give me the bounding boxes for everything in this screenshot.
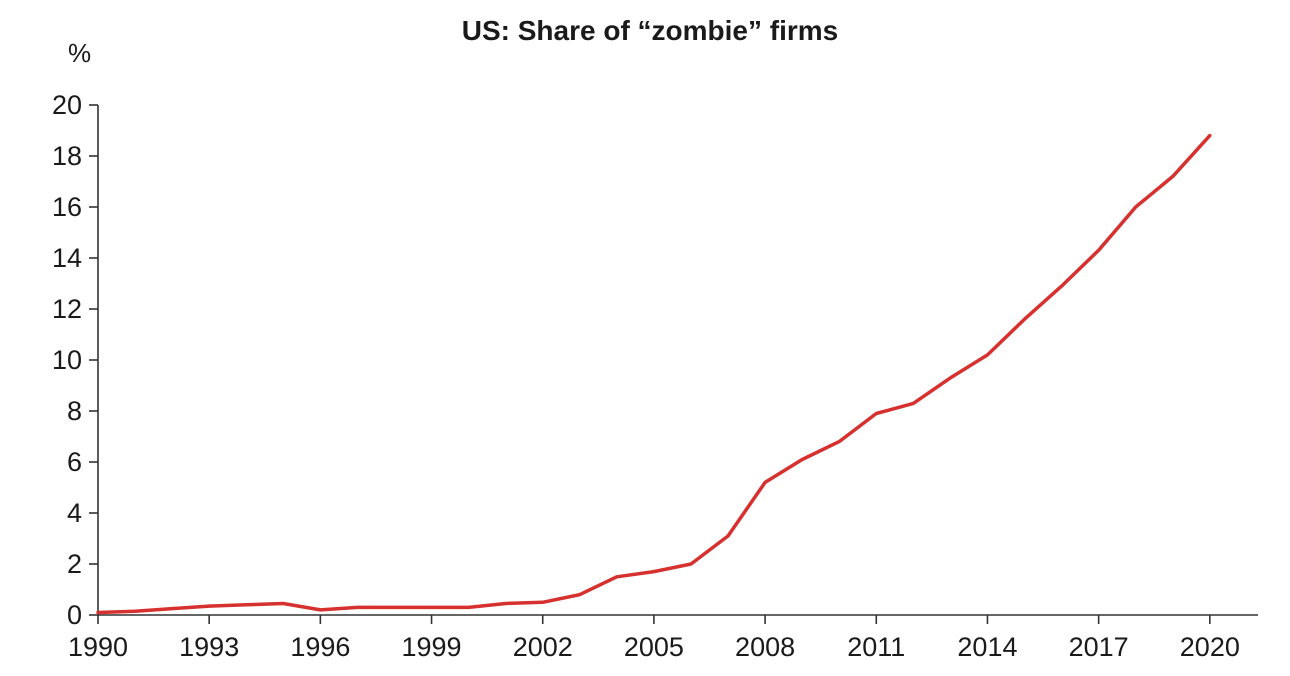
axes: 0 2 4 6 8 10 12 14 16 18 20 1990 1993 1996 1999 2002 200… — [52, 90, 1258, 662]
y-tick-label: 6 — [67, 447, 82, 477]
y-tick-label: 12 — [52, 294, 82, 324]
y-tick-label: 8 — [67, 396, 82, 426]
x-tick-label: 1999 — [402, 632, 462, 662]
series-line — [96, 133, 1212, 615]
y-tick-label: 2 — [67, 549, 82, 579]
x-tick-label: 1990 — [68, 632, 128, 662]
series-layer — [96, 133, 1212, 615]
y-axis-unit-label: % — [68, 38, 91, 68]
y-tick-label: 14 — [52, 243, 82, 273]
x-tick-label: 2002 — [513, 632, 573, 662]
x-tick-label: 1996 — [290, 632, 350, 662]
x-tick-label: 2017 — [1069, 632, 1129, 662]
x-tick-label: 2011 — [847, 632, 905, 662]
y-tick-label: 10 — [52, 345, 82, 375]
y-tick-label: 16 — [52, 192, 82, 222]
x-tick-label: 1993 — [179, 632, 239, 662]
x-tick-label: 2014 — [957, 632, 1017, 662]
y-tick-label: 18 — [52, 141, 82, 171]
y-tick-label: 4 — [67, 498, 82, 528]
x-tick-label: 2008 — [735, 632, 795, 662]
y-tick-label: 20 — [52, 90, 82, 120]
chart-title: US: Share of “zombie” firms — [462, 15, 839, 46]
x-tick-label: 2005 — [624, 632, 684, 662]
x-tick-label: 2020 — [1180, 632, 1240, 662]
y-tick-label: 0 — [67, 600, 82, 630]
